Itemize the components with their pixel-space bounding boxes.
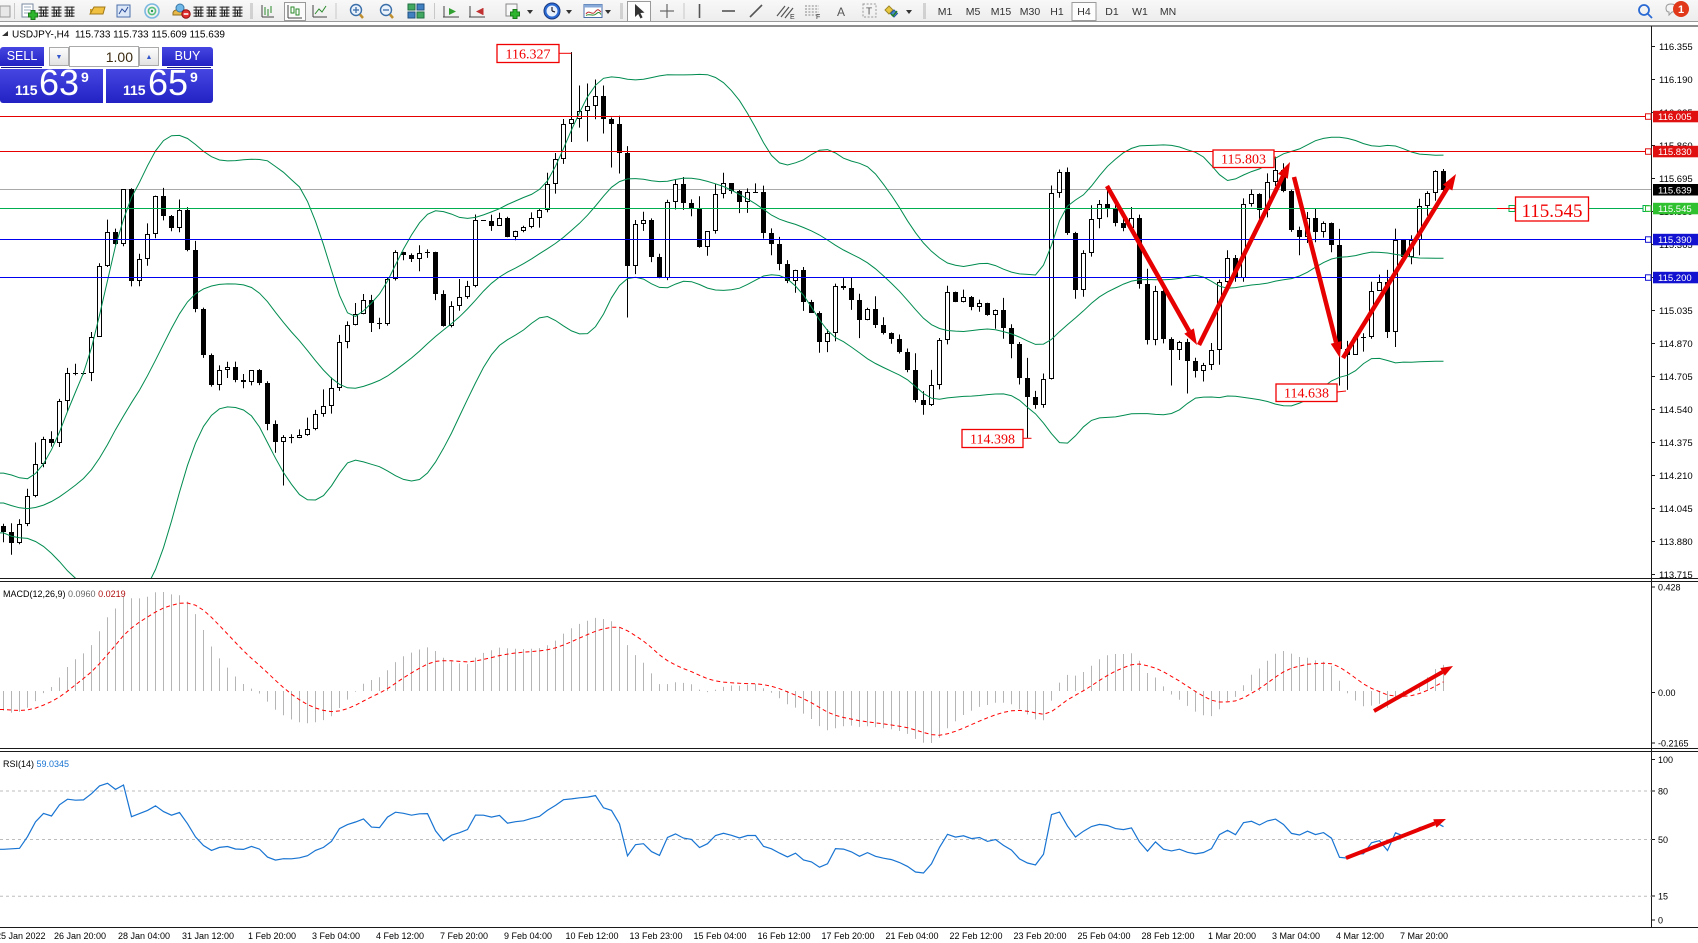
- svg-text:H4: H4: [1077, 6, 1091, 18]
- svg-text:7 Feb 20:00: 7 Feb 20:00: [440, 931, 488, 941]
- svg-text:1: 1: [1678, 4, 1684, 16]
- svg-text:0: 0: [1658, 916, 1663, 926]
- svg-text:M30: M30: [1020, 6, 1041, 18]
- svg-text:T: T: [866, 7, 872, 18]
- svg-text:26 Jan 20:00: 26 Jan 20:00: [54, 931, 106, 941]
- svg-text:114.045: 114.045: [1659, 504, 1693, 515]
- svg-text:RSI(14) 59.0345: RSI(14) 59.0345: [3, 759, 69, 769]
- svg-text:115.545: 115.545: [1521, 201, 1582, 222]
- svg-text:MACD(12,26,9) 0.0960 0.0219: MACD(12,26,9) 0.0960 0.0219: [3, 589, 126, 599]
- svg-text:A: A: [837, 5, 845, 19]
- svg-text:15: 15: [1658, 892, 1668, 902]
- svg-text:F: F: [816, 14, 820, 21]
- svg-text:21 Feb 04:00: 21 Feb 04:00: [885, 931, 938, 941]
- svg-text:114.210: 114.210: [1659, 471, 1693, 482]
- svg-text:0.00: 0.00: [1658, 688, 1676, 698]
- svg-text:115.390: 115.390: [1658, 235, 1692, 246]
- svg-text:E: E: [790, 14, 795, 21]
- svg-text:114.540: 114.540: [1659, 405, 1693, 416]
- svg-text:9 Feb 04:00: 9 Feb 04:00: [504, 931, 552, 941]
- svg-text:1 Feb 20:00: 1 Feb 20:00: [248, 931, 296, 941]
- svg-text:3 Mar 04:00: 3 Mar 04:00: [1272, 931, 1320, 941]
- svg-text:115.545: 115.545: [1658, 204, 1692, 215]
- svg-text:115.695: 115.695: [1659, 174, 1693, 185]
- svg-text:113.880: 113.880: [1659, 537, 1693, 548]
- svg-text:17 Feb 20:00: 17 Feb 20:00: [821, 931, 874, 941]
- svg-text:4 Mar 12:00: 4 Mar 12:00: [1336, 931, 1384, 941]
- svg-text:22 Feb 12:00: 22 Feb 12:00: [949, 931, 1002, 941]
- svg-text:0.428: 0.428: [1658, 583, 1681, 593]
- svg-text:50: 50: [1658, 835, 1668, 845]
- svg-text:116.190: 116.190: [1659, 75, 1693, 86]
- svg-text:H1: H1: [1050, 6, 1064, 18]
- svg-text:114.638: 114.638: [1284, 387, 1329, 402]
- svg-text:25 Jan 2022: 25 Jan 2022: [0, 931, 46, 941]
- svg-text:115.830: 115.830: [1658, 147, 1692, 158]
- svg-text:W1: W1: [1132, 6, 1148, 18]
- svg-text:25 Feb 04:00: 25 Feb 04:00: [1077, 931, 1130, 941]
- svg-text:MN: MN: [1160, 6, 1176, 18]
- svg-text:13 Feb 23:00: 13 Feb 23:00: [629, 931, 682, 941]
- svg-text:100: 100: [1658, 755, 1673, 765]
- svg-text:16 Feb 12:00: 16 Feb 12:00: [757, 931, 810, 941]
- svg-text:1 Mar 20:00: 1 Mar 20:00: [1208, 931, 1256, 941]
- svg-text:115.200: 115.200: [1658, 273, 1692, 284]
- svg-text:115.639: 115.639: [1658, 185, 1692, 196]
- svg-text:116.355: 116.355: [1659, 42, 1693, 53]
- svg-text:31 Jan 12:00: 31 Jan 12:00: [182, 931, 234, 941]
- svg-text:M15: M15: [991, 6, 1012, 18]
- svg-text:113.715: 113.715: [1659, 570, 1693, 581]
- svg-text:7 Mar 20:00: 7 Mar 20:00: [1400, 931, 1448, 941]
- svg-text:116.327: 116.327: [506, 48, 551, 63]
- svg-text:10 Feb 12:00: 10 Feb 12:00: [565, 931, 618, 941]
- svg-text:80: 80: [1658, 787, 1668, 797]
- svg-text:115.803: 115.803: [1221, 153, 1266, 168]
- svg-text:4 Feb 12:00: 4 Feb 12:00: [376, 931, 424, 941]
- svg-text:M5: M5: [966, 6, 981, 18]
- svg-text:3 Feb 04:00: 3 Feb 04:00: [312, 931, 360, 941]
- svg-text:USDJPY-,H4 115.733 115.733 11: USDJPY-,H4 115.733 115.733 115.609 115.6…: [12, 30, 225, 41]
- svg-text:15 Feb 04:00: 15 Feb 04:00: [693, 931, 746, 941]
- svg-text:114.870: 114.870: [1659, 339, 1693, 350]
- svg-text:115.035: 115.035: [1659, 306, 1693, 317]
- svg-text:115.365: 115.365: [1659, 240, 1693, 251]
- svg-text:28 Feb 12:00: 28 Feb 12:00: [1141, 931, 1194, 941]
- svg-text:116.005: 116.005: [1658, 112, 1692, 123]
- svg-text:-0.2165: -0.2165: [1658, 739, 1689, 749]
- svg-text:28 Jan 04:00: 28 Jan 04:00: [118, 931, 170, 941]
- svg-text:23 Feb 20:00: 23 Feb 20:00: [1013, 931, 1066, 941]
- svg-text:114.375: 114.375: [1659, 438, 1693, 449]
- svg-text:D1: D1: [1105, 6, 1119, 18]
- svg-text:114.398: 114.398: [970, 433, 1015, 448]
- svg-text:M1: M1: [938, 6, 953, 18]
- svg-text:114.705: 114.705: [1659, 372, 1693, 383]
